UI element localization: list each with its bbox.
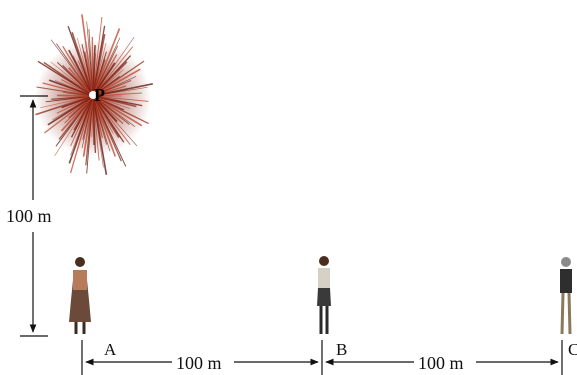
firework-ray [36,86,94,97]
firework-ray [92,28,121,97]
firework-ray [92,95,131,145]
firework-ray [92,69,124,97]
firework-ray [92,92,142,97]
firework-ray [92,95,117,157]
firework-ray [70,95,94,156]
firework-ray [44,95,94,134]
firework-burst [35,14,153,175]
firework-ray [92,95,104,168]
firework-ray [82,95,94,157]
vertical-distance-label: 100 m [6,206,52,226]
firework-ray [92,42,107,97]
observer-b-figure [317,256,331,334]
firework-ray [92,60,145,97]
firework-ray [52,95,94,120]
observer-c-label: C [568,340,577,359]
horizontal-dimensions [81,340,563,375]
firework-ray [92,82,153,97]
firework-ray [92,87,148,97]
firework-ray [92,37,135,97]
firework-ray [47,95,94,126]
firework-ray [40,95,94,108]
firework-ray [92,95,137,108]
firework-ray [77,37,94,97]
firework-ray [54,80,94,97]
distance-ab-label: 100 m [176,353,222,373]
observer-c-figure [560,257,572,335]
firework-ray [92,95,108,175]
firework-ray [73,95,94,131]
firework-ray [92,46,134,97]
firework-ray [92,95,149,125]
firework-ray [92,16,103,97]
observer-a-figure [69,257,91,334]
firework-ray [54,95,94,156]
firework-ray [92,33,106,97]
firework-ray [50,61,94,97]
firework-ray [92,95,143,127]
firework-ray [35,95,94,116]
firework-ray [92,95,149,102]
firework-ray [92,95,95,146]
distance-bc-label: 100 m [418,353,464,373]
firework-ray [56,94,94,97]
firework-ray [92,95,120,139]
point-p-label: P [94,85,105,105]
firework-ray [48,79,94,97]
firework-ray [71,32,94,97]
firework-ray [81,14,94,97]
observer-a-label: A [104,340,117,359]
firework-ray [68,67,94,97]
firework-ray [92,95,138,147]
vertical-dimension [20,95,48,337]
firework-ray [92,68,141,97]
firework-ray [56,43,94,97]
firework-ray [60,95,94,132]
firework-ray [92,61,128,97]
firework-ray [43,61,94,97]
firework-ray [92,95,131,109]
observer-b-label: B [336,340,348,359]
